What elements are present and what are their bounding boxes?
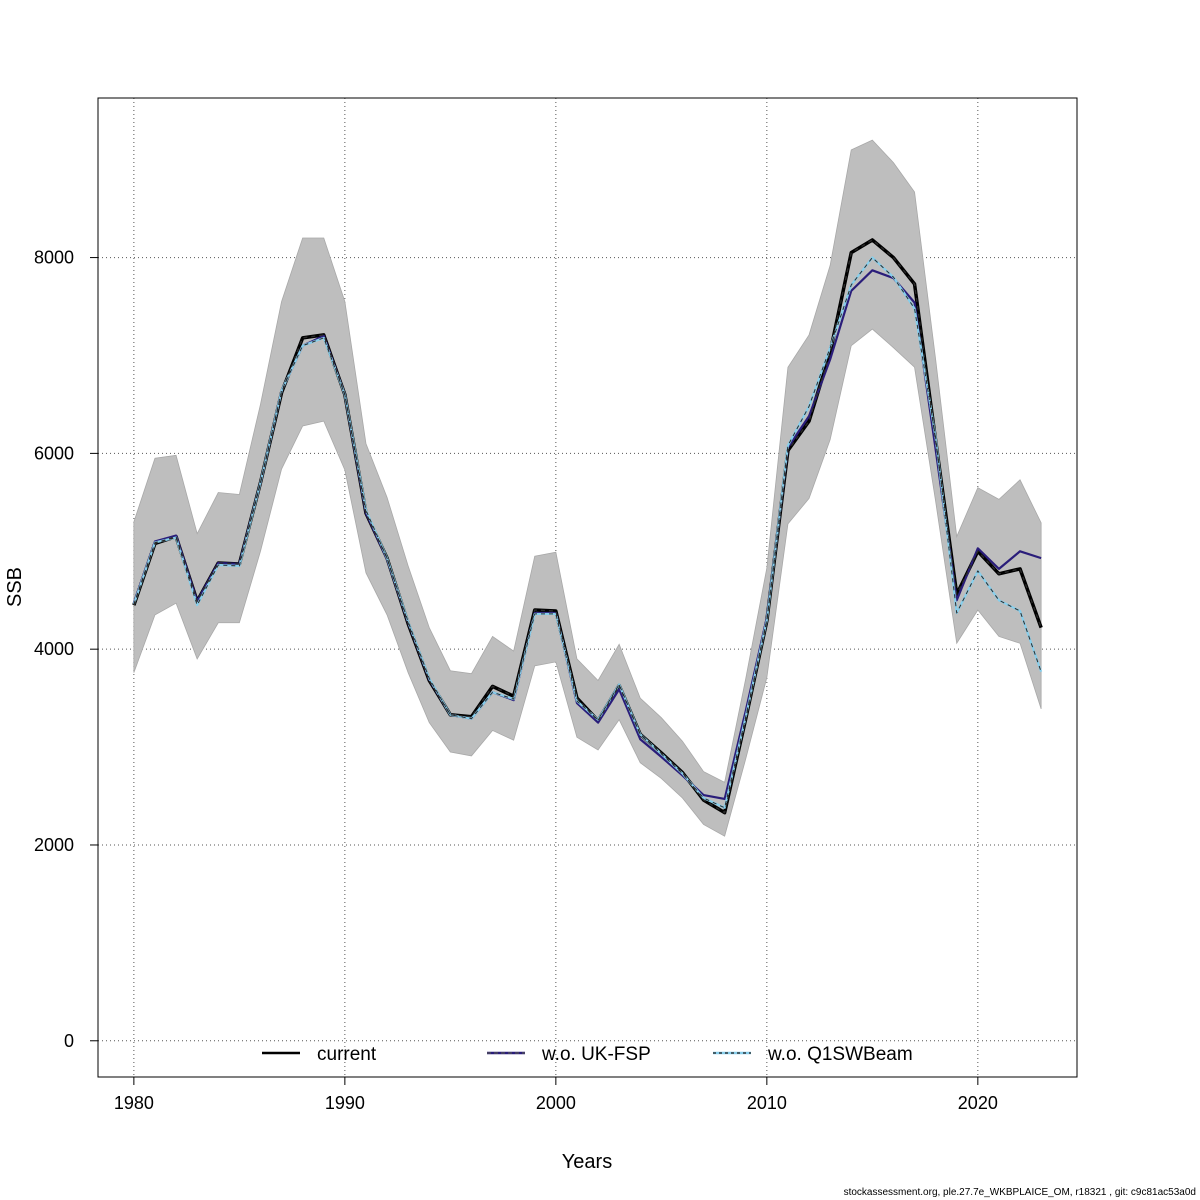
- x-tick-label: 2000: [536, 1093, 576, 1113]
- x-tick-label: 2010: [747, 1093, 787, 1113]
- legend-label: w.o. UK-FSP: [541, 1044, 651, 1065]
- x-tick-label: 1990: [325, 1093, 365, 1113]
- y-axis-label: SSB: [4, 567, 26, 607]
- confidence-band: [133, 139, 1042, 837]
- axes: 1980 1990 2000 2010 2020 0 2000 4000 6000 8000: [34, 248, 998, 1113]
- legend-label: current: [317, 1044, 377, 1065]
- legend-label: w.o. Q1SWBeam: [767, 1044, 913, 1065]
- y-tick-label: 4000: [34, 639, 74, 659]
- x-axis-label: Years: [562, 1151, 612, 1173]
- legend: current w.o. UK-FSP w.o. Q1SWBeam: [262, 1044, 913, 1065]
- footer-source-text: stockassessment.org, ple.27.7e_WKBPLAICE…: [843, 1187, 1196, 1198]
- series-line-2: [132, 256, 1043, 809]
- x-tick-label: 2020: [958, 1093, 998, 1113]
- y-tick-label: 8000: [34, 248, 74, 268]
- series-layer: [132, 238, 1043, 815]
- y-tick-label: 6000: [34, 443, 74, 463]
- series-line-3: [133, 239, 1042, 814]
- y-tick-label: 0: [64, 1031, 74, 1051]
- y-tick-label: 2000: [34, 835, 74, 855]
- x-tick-label: 1980: [114, 1093, 154, 1113]
- confidence-band-layer: [133, 139, 1042, 837]
